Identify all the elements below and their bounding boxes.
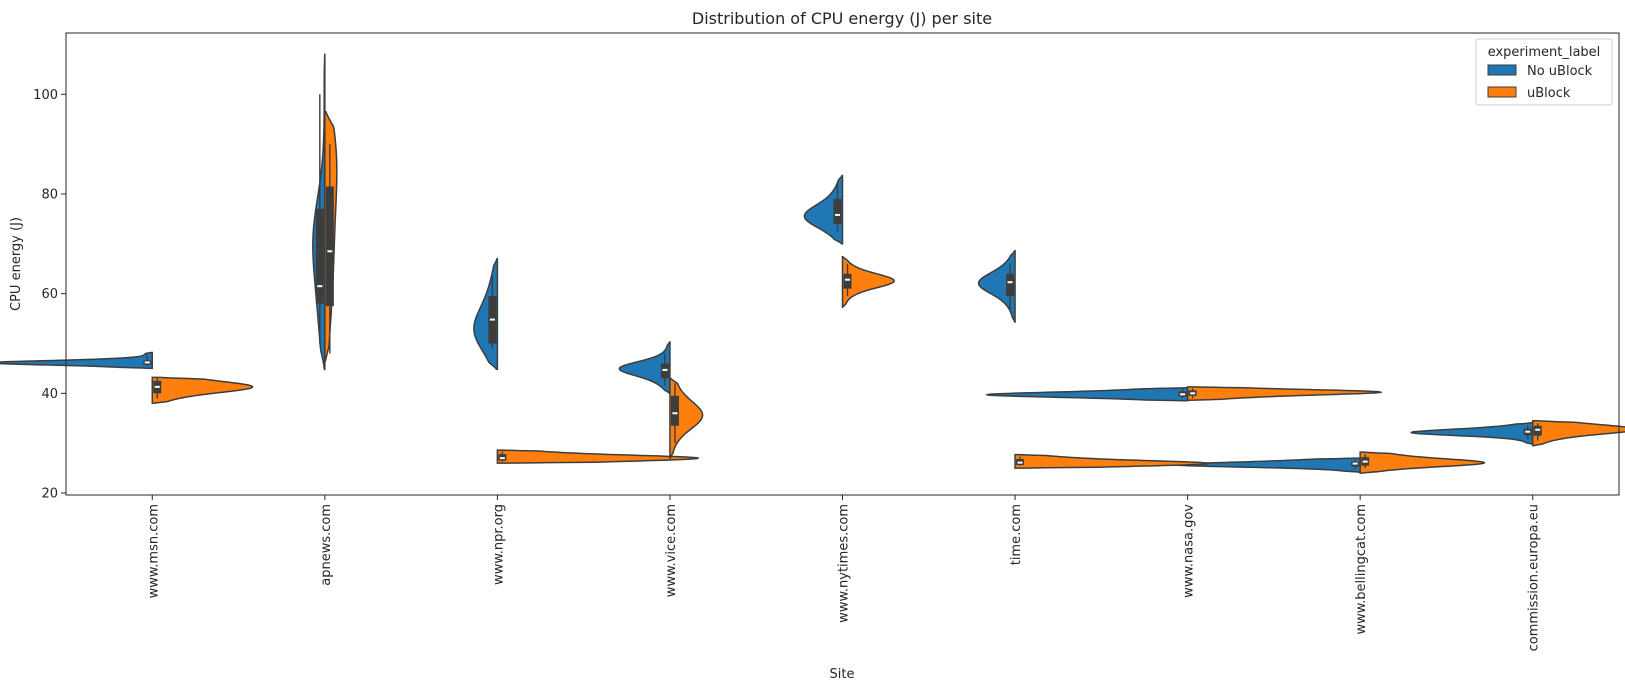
y-tick-label: 60 [41,287,58,302]
violin-iqr-box [315,208,324,304]
x-axis-label: Site [830,667,855,682]
legend-title: experiment_label [1488,45,1601,60]
violin-median-mark [1352,462,1358,465]
violin-median-mark [1190,392,1196,395]
violin-median-mark [499,457,505,460]
violin-iqr-box [670,395,679,426]
violin-half [618,341,671,395]
violin-median-mark [1180,393,1186,396]
legend-swatch-ublock [1487,86,1517,98]
x-tick-label: www.nytimes.com [837,504,852,623]
violin-half [496,449,700,464]
violin-median-mark [1362,460,1368,463]
x-tick-label: www.nasa.gov [1182,504,1197,598]
violin-half [841,256,895,308]
violin-median-mark [1007,281,1013,284]
y-tick-label: 40 [41,387,58,402]
y-axis: 20 40 60 80 100 [33,88,66,502]
violin-median-mark [835,213,840,216]
violin-median-mark [489,318,495,321]
x-tick-label: www.npr.org [491,504,506,585]
violin-median-mark [662,368,668,371]
y-tick-label: 100 [33,88,58,103]
x-tick-label: commission.europa.eu [1527,504,1542,651]
x-tick-label: www.msn.com [146,504,161,598]
violin-half [1186,386,1383,402]
x-tick-label: www.vice.com [664,504,679,597]
legend: experiment_label No uBlock uBlock [1475,38,1613,106]
violin-half [803,174,844,245]
y-tick-label: 80 [41,187,58,202]
violin-median-mark [144,361,150,364]
violin-half [151,376,254,405]
violin-iqr-box [843,273,852,289]
violin-half [1531,419,1625,447]
violin-half [1172,457,1361,473]
violin-iqr-box [325,186,334,307]
x-axis: www.msn.com apnews.com www.npr.org www.vice… [146,495,1542,651]
legend-label-no-ublock: No uBlock [1527,64,1593,79]
violin-median-mark [327,250,333,253]
violin-half [1410,421,1534,445]
violin-half [985,387,1189,402]
violin-median-mark [317,285,323,288]
violin-half [1359,451,1486,474]
violin-median-mark [1017,461,1023,464]
x-tick-label: time.com [1009,504,1024,565]
plot-area [0,53,1625,474]
violin-iqr-box [833,198,842,224]
violin-half [977,250,1016,323]
x-tick-label: www.bellingcat.com [1354,504,1369,635]
violin-half [0,351,154,370]
violin-iqr-box [1006,273,1015,297]
legend-label-ublock: uBlock [1527,86,1571,101]
violin-median-mark [154,385,160,388]
y-tick-label: 20 [41,487,58,502]
violin-median-mark [1525,430,1531,433]
violin-half [1014,453,1210,469]
legend-swatch-no-ublock [1487,64,1517,76]
x-tick-label: apnews.com [319,504,334,586]
chart-title: Distribution of CPU energy (J) per site [692,9,992,28]
y-axis-label: CPU energy (J) [9,217,24,311]
violin-median-mark [672,412,678,415]
violin-median-mark [1535,428,1541,431]
violin-median-mark [845,278,850,281]
